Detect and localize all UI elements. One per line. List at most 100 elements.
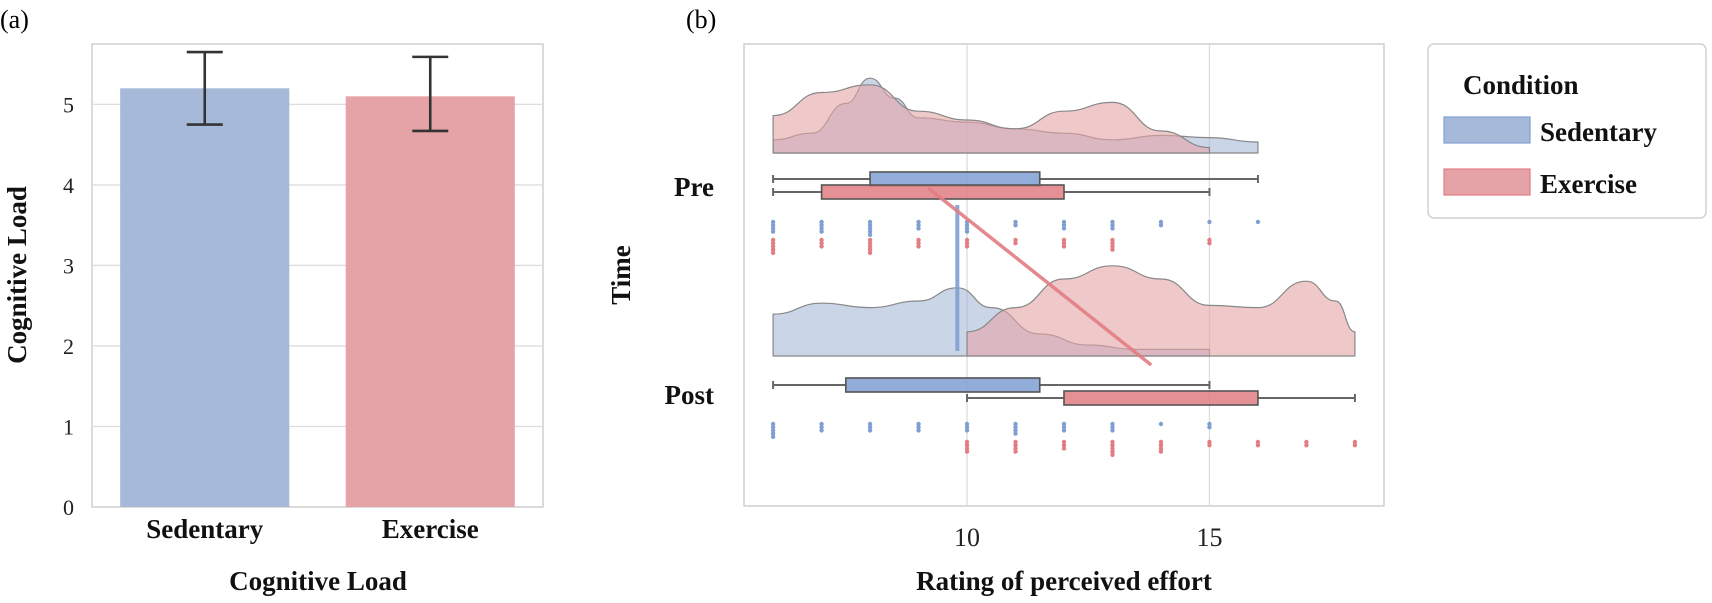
panel-a-y-tick-label: 5 [63,92,74,117]
data-point-sedentary-pre [1013,219,1018,225]
data-point-exercise-pre [916,237,921,243]
data-point-sedentary-pre [1158,219,1164,225]
data-point-exercise-post [1158,449,1164,454]
data-point-sedentary-pre [819,223,824,228]
panel-b-y-tick-label: Pre [674,172,714,202]
panel-b-x-tick-label: 15 [1196,523,1222,552]
density-exercise-pre [772,84,1211,154]
data-point-sedentary-post [770,425,776,430]
data-point-sedentary-post [770,421,776,427]
data-point-exercise-pre [1110,237,1115,243]
data-point-exercise-pre [1013,237,1018,243]
data-point-sedentary-post [1110,428,1115,433]
data-point-exercise-pre [1061,241,1067,246]
data-point-sedentary-post [964,421,970,427]
panel-b-x-axis-title: Rating of perceived effort [916,566,1212,596]
data-point-sedentary-pre [867,226,873,231]
data-point-sedentary-post [1158,421,1164,427]
data-point-sedentary-pre [1110,226,1115,231]
error-bar-exercise [412,55,449,133]
legend: Condition Sedentary Exercise [1427,43,1707,219]
data-point-sedentary-post [819,425,824,430]
data-point-exercise-pre [964,237,970,243]
data-point-exercise-post [1110,449,1115,454]
legend-label-exercise: Exercise [1540,169,1637,199]
data-point-sedentary-post [770,434,776,439]
data-point-exercise-pre [964,241,970,246]
data-point-exercise-post [1352,439,1358,445]
data-point-exercise-post [1110,446,1115,451]
data-point-exercise-post [1207,439,1212,445]
data-point-sedentary-post [916,421,921,427]
data-point-exercise-pre [770,241,776,246]
panel-b-label: (b) [686,5,716,34]
data-point-exercise-post [964,446,970,451]
data-point-sedentary-pre [916,219,921,225]
legend-swatch-sedentary [1443,116,1531,144]
panel-a-y-axis-title: Cognitive Load [2,186,32,364]
data-point-sedentary-pre [867,219,873,225]
data-point-sedentary-pre [1013,223,1018,228]
data-point-exercise-post [1158,446,1164,451]
panel-a-x-axis-title: Cognitive Load [229,566,407,596]
data-point-sedentary-pre [916,223,921,228]
data-point-exercise-post [1158,443,1164,448]
data-point-exercise-post [1110,443,1115,448]
data-point-sedentary-post [1207,421,1212,427]
data-point-sedentary-post [819,428,824,433]
data-point-sedentary-pre [1061,226,1067,231]
data-point-sedentary-pre [964,223,970,228]
data-point-exercise-pre [1061,244,1067,249]
data-point-sedentary-post [964,428,970,433]
data-point-exercise-pre [867,250,873,255]
data-point-exercise-pre [867,244,873,249]
data-point-sedentary-post [770,428,776,433]
data-point-exercise-post [1255,439,1261,445]
panel-a-x-tick-label: Exercise [382,514,479,544]
data-point-sedentary-post [1061,425,1067,430]
data-point-exercise-post [1110,439,1115,445]
data-point-sedentary-pre [770,219,776,225]
boxplot-sedentary-post [772,377,1211,393]
data-point-sedentary-post [867,421,873,427]
data-point-sedentary-post [1061,428,1067,433]
data-point-exercise-pre [819,241,824,246]
data-point-sedentary-pre [770,226,776,231]
data-point-exercise-post [964,439,970,445]
data-point-sedentary-post [1013,421,1018,427]
data-point-exercise-post [1013,439,1018,445]
data-point-sedentary-post [916,428,921,433]
data-point-exercise-pre [1110,241,1115,246]
data-point-exercise-post [1207,443,1212,448]
panel-b-y-axis-title: Time [606,245,636,305]
data-point-sedentary-post [964,425,970,430]
data-point-sedentary-pre [916,226,921,231]
data-point-sedentary-pre [819,226,824,231]
data-point-sedentary-post [1110,425,1115,430]
data-point-exercise-post [1352,443,1358,448]
boxplot-exercise-post [966,390,1356,406]
panel-b-y-tick-label: Post [665,380,715,410]
data-point-sedentary-post [819,421,824,427]
panel-a-y-tick-label: 4 [63,173,74,198]
data-point-exercise-post [1304,443,1309,448]
data-point-sedentary-pre [1110,223,1115,228]
panel-a-y-tick-label: 2 [63,334,74,359]
bar-exercise [345,96,515,508]
legend-title: Condition [1463,70,1579,100]
boxplot-exercise-pre [772,184,1211,200]
data-point-sedentary-pre [1207,219,1212,225]
data-point-exercise-pre [916,244,921,249]
legend-label-sedentary: Sedentary [1540,117,1657,147]
data-point-sedentary-pre [964,226,970,231]
data-point-exercise-post [964,449,970,454]
data-point-exercise-pre [770,250,776,255]
data-point-sedentary-post [1110,421,1115,427]
data-point-sedentary-post [1061,421,1067,427]
data-point-exercise-pre [819,237,824,243]
data-point-sedentary-post [1207,425,1212,430]
data-point-sedentary-post [916,425,921,430]
data-point-sedentary-pre [867,223,873,228]
